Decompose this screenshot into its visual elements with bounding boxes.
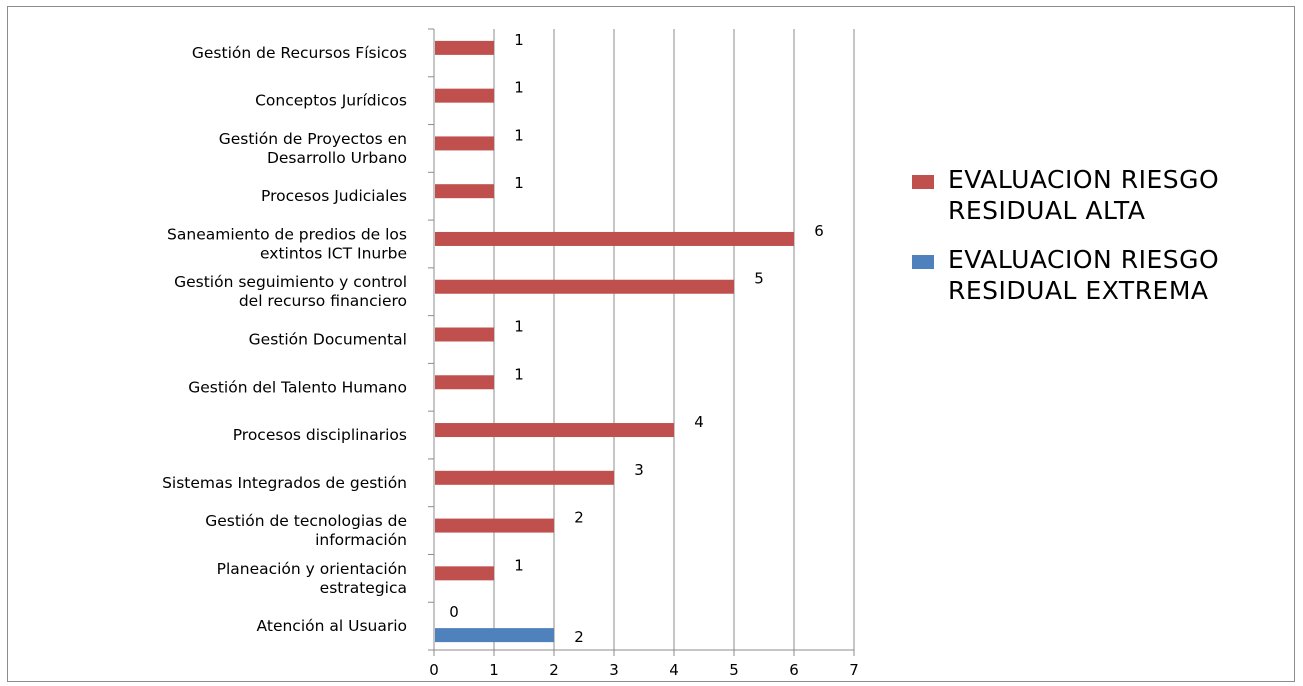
category-label: Gestión de Recursos Físicos — [192, 44, 407, 62]
data-label: 1 — [514, 31, 524, 49]
x-tick-label: 4 — [669, 661, 679, 679]
legend-item-extrema: EVALUACION RIESGO RESIDUAL EXTREMA — [912, 244, 1292, 306]
x-tick-label: 3 — [609, 661, 619, 679]
category-label: Gestión del Talento Humano — [188, 378, 407, 396]
bar — [435, 40, 494, 55]
bar — [435, 88, 494, 103]
chart-frame — [7, 6, 1295, 682]
data-label: 1 — [514, 79, 524, 97]
category-label: Gestión Documental — [249, 331, 407, 349]
data-label: 6 — [814, 222, 824, 240]
legend-item-alta: EVALUACION RIESGO RESIDUAL ALTA — [912, 164, 1292, 226]
bar — [435, 566, 494, 581]
bar — [435, 375, 494, 390]
bar — [435, 628, 554, 643]
bar — [435, 518, 554, 533]
data-label: 1 — [514, 174, 524, 192]
bar — [435, 327, 494, 342]
x-tick-label: 0 — [429, 661, 439, 679]
data-label: 1 — [514, 365, 524, 383]
data-label: 2 — [574, 628, 584, 646]
bar — [435, 423, 674, 438]
data-label: 3 — [634, 461, 644, 479]
category-label: Saneamiento de predios de los extintos IC… — [167, 225, 407, 262]
data-label: 1 — [514, 126, 524, 144]
category-label: Conceptos Jurídicos — [255, 92, 407, 110]
bar — [435, 470, 614, 485]
category-label: Gestión de Proyectos en Desarrollo Urbano — [219, 130, 407, 167]
category-label: Procesos disciplinarios — [233, 426, 407, 444]
category-label: Planeación y orientación estrategica — [217, 560, 407, 597]
data-label: 2 — [574, 509, 584, 527]
x-tick-label: 2 — [549, 661, 559, 679]
data-label: 5 — [754, 270, 764, 288]
category-label: Sistemas Integrados de gestión — [162, 474, 407, 492]
data-label: 0 — [449, 603, 459, 621]
category-label: Gestión seguimiento y control del recurso… — [174, 273, 407, 310]
legend-label-alta: EVALUACION RIESGO RESIDUAL ALTA — [948, 165, 1220, 225]
data-label: 1 — [514, 556, 524, 574]
bar — [435, 279, 734, 294]
legend-swatch-alta — [912, 175, 934, 189]
data-label: 1 — [514, 318, 524, 336]
data-label: 4 — [694, 413, 704, 431]
x-tick-label: 5 — [729, 661, 739, 679]
category-label: Atención al Usuario — [257, 617, 407, 635]
x-tick-label: 1 — [489, 661, 499, 679]
bar — [435, 136, 494, 151]
legend-swatch-extrema — [912, 255, 934, 269]
bar — [435, 184, 494, 199]
x-tick-label: 6 — [789, 661, 799, 679]
category-label: Gestión de tecnologias de información — [205, 512, 407, 549]
category-label: Procesos Judiciales — [261, 187, 407, 205]
legend: EVALUACION RIESGO RESIDUAL ALTA EVALUACI… — [912, 164, 1292, 324]
bar — [435, 231, 794, 246]
legend-label-extrema: EVALUACION RIESGO RESIDUAL EXTREMA — [948, 245, 1220, 305]
x-tick-label: 7 — [849, 661, 859, 679]
